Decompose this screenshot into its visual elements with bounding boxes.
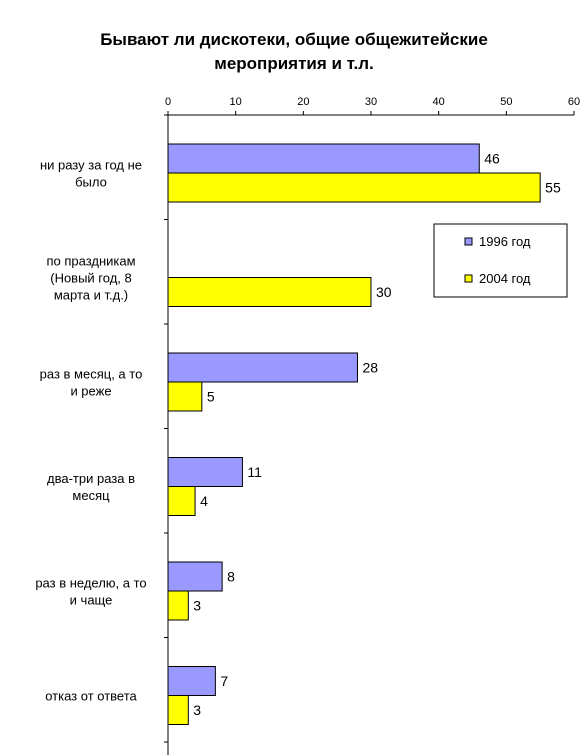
data-label: 5: [207, 389, 215, 405]
bar: [167, 486, 196, 516]
category-labels: ни разу за год не было по праздникам (Новый…: [35, 158, 146, 704]
legend-label: 2004 год: [479, 271, 531, 286]
x-tick-label: 10: [230, 96, 242, 108]
legend-swatch: [464, 274, 473, 283]
x-tick-label: 60: [568, 96, 580, 108]
x-tick-label: 20: [297, 96, 309, 108]
x-tick-label: 30: [365, 96, 377, 108]
bar: [167, 277, 372, 307]
bar: [167, 381, 203, 412]
legend-label: 1996 год: [479, 234, 531, 249]
category-label: раз в неделю, а то и чаще: [35, 576, 146, 608]
data-label: 7: [220, 673, 228, 689]
data-label: 8: [227, 569, 235, 585]
data-label: 3: [193, 702, 201, 718]
bar: [167, 143, 480, 174]
data-label: 11: [247, 464, 262, 480]
category-label: по праздникам (Новый год, 8 марта и т.д.): [46, 254, 135, 303]
legend: 1996 год 2004 год: [433, 223, 568, 298]
chart-title-line: мероприятия и т.л.: [214, 54, 374, 73]
bar: [167, 590, 189, 621]
bar: [167, 172, 541, 203]
data-label: 3: [193, 598, 201, 614]
category-label: раз в месяц, а то и реже: [40, 367, 143, 399]
bar: [167, 695, 189, 725]
data-label: 30: [376, 284, 392, 300]
bar: [167, 457, 243, 487]
bar: [167, 666, 216, 696]
chart-title: Бывают ли дискотеки, общие общежитейские…: [100, 30, 488, 73]
category-label: отказ от ответа: [45, 689, 137, 704]
chart-title-line: Бывают ли дискотеки, общие общежитейские: [100, 30, 488, 49]
x-tick-label: 50: [500, 96, 512, 108]
data-label: 55: [545, 180, 561, 196]
legend-box: [433, 223, 568, 298]
x-tick-label: 40: [433, 96, 445, 108]
data-label: 28: [362, 360, 378, 376]
bars: [167, 143, 541, 725]
category-label: два-три раза в месяц: [47, 471, 135, 503]
x-tick-label: 0: [165, 96, 171, 108]
data-label: 46: [484, 151, 500, 167]
data-label: 4: [200, 493, 208, 509]
bar: [167, 561, 223, 592]
bar: [167, 352, 358, 383]
data-labels: 46 55 30 28 5 11 4 8 3 7 3: [193, 151, 561, 719]
legend-swatch: [464, 237, 473, 246]
x-axis: 0 10 20 30 40 50 60: [164, 96, 580, 755]
category-label: ни разу за год не было: [40, 158, 142, 190]
